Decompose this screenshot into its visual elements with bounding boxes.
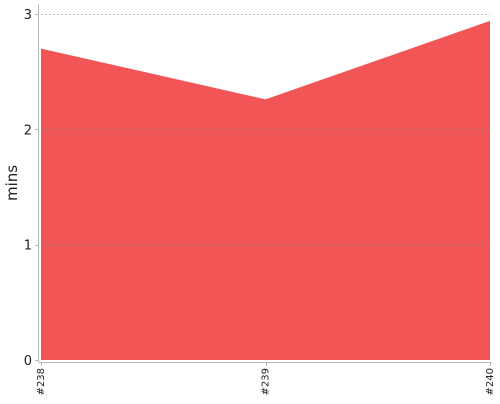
- y-axis-label: mins: [3, 165, 21, 201]
- x-tick-label-240: #240: [485, 368, 496, 395]
- x-tick-label-238: #238: [36, 368, 47, 395]
- area-fill: [41, 21, 490, 360]
- y-tick-label-0: 0: [24, 354, 32, 369]
- y-tick-label-3: 3: [24, 8, 32, 23]
- x-tick-label-239: #239: [261, 368, 272, 395]
- area-series: [41, 21, 490, 360]
- y-tick-label-2: 2: [24, 123, 32, 138]
- y-tick-label-1: 1: [24, 239, 32, 254]
